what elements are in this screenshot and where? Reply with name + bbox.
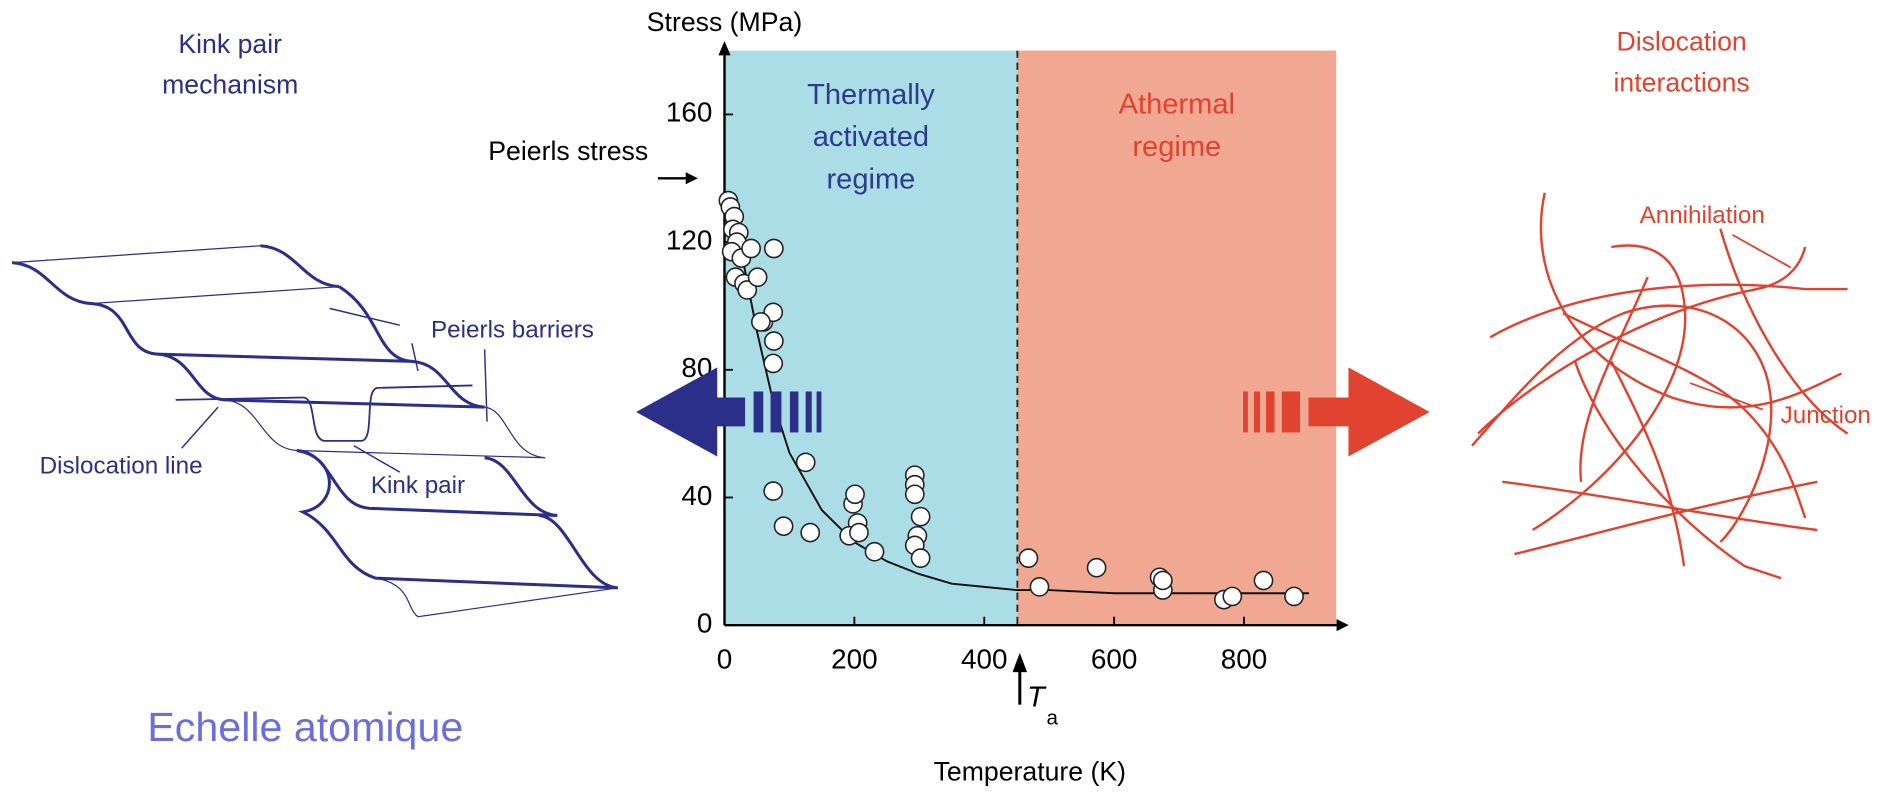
label: Annihilation <box>1640 202 1765 229</box>
data-point <box>1029 577 1050 597</box>
ta-arrowhead <box>1012 652 1028 673</box>
data-point <box>845 484 865 505</box>
barrier <box>157 352 485 409</box>
panel-title: Dislocation <box>1616 26 1746 56</box>
data-point <box>795 452 816 473</box>
callout-lines <box>1689 234 1792 411</box>
data-point <box>864 541 885 562</box>
label: Kink pair <box>371 472 465 499</box>
data-point <box>1152 570 1173 591</box>
fit-curve <box>726 194 1309 595</box>
data-point <box>750 312 771 332</box>
sheet <box>224 399 546 459</box>
data-point <box>763 481 784 501</box>
barrier <box>11 261 413 363</box>
callout-lines <box>181 307 488 473</box>
data-point <box>1018 548 1039 568</box>
arrow-dash <box>789 391 799 433</box>
y-tick-label: 0 <box>697 608 712 639</box>
region-label: activated <box>813 121 929 153</box>
panel-title: Kink pair <box>178 29 282 59</box>
arrow-dash <box>805 391 812 433</box>
y-tick-label: 40 <box>681 480 712 511</box>
data-point <box>747 267 768 288</box>
ta-sub: a <box>1046 707 1058 730</box>
arrow-dash <box>816 391 822 433</box>
caption: Echelle atomique <box>147 704 463 750</box>
x-tick-label: 600 <box>1091 644 1137 675</box>
arrow-left <box>636 367 746 457</box>
data-point <box>1253 570 1274 591</box>
barrier <box>260 244 340 289</box>
barrier <box>296 448 619 590</box>
label: Peierls barriers <box>431 317 594 344</box>
arrow-dash <box>770 391 782 433</box>
x-tick-label: 800 <box>1221 644 1267 675</box>
label: Junction <box>1781 402 1871 429</box>
peierls-label: Peierls stress <box>488 136 648 166</box>
region-label: regime <box>1132 131 1221 163</box>
ta-label: T <box>1027 681 1047 713</box>
data-point <box>763 353 784 374</box>
arrow-dash <box>1253 391 1260 433</box>
region-label: Thermally <box>807 79 935 111</box>
region-label: Athermal <box>1119 89 1235 121</box>
y-axis-arrow <box>718 40 731 56</box>
y-axis-label: Stress (MPa) <box>647 7 802 37</box>
data-point <box>773 516 794 537</box>
arrow-dash <box>753 391 764 433</box>
peierls-arrowhead <box>685 172 698 185</box>
y-tick-label: 160 <box>666 97 712 128</box>
data-point <box>910 548 931 568</box>
callout <box>411 343 419 372</box>
sheet <box>12 245 340 305</box>
data-point <box>800 522 821 543</box>
dislocation-line <box>175 384 473 442</box>
callout <box>329 307 400 326</box>
data-point <box>763 331 784 351</box>
data-point <box>763 238 784 259</box>
regime-arrows <box>636 367 1430 457</box>
x-tick-label: 400 <box>961 644 1007 675</box>
callout <box>483 349 488 422</box>
regime-region <box>1017 50 1337 626</box>
left-labels: Kink pair mechanism Peierls barriers Dis… <box>40 29 594 750</box>
chart: Thermally activated regime Athermal regime Ta… <box>488 7 1349 786</box>
data-point <box>1284 586 1304 607</box>
x-axis-label: Temperature (K) <box>934 756 1126 786</box>
x-tick-label: 0 <box>717 644 732 675</box>
x-tick-label: 200 <box>831 644 877 675</box>
panel-title: mechanism <box>162 70 298 100</box>
y-tick-label: 120 <box>666 225 712 256</box>
right-labels: Dislocation interactions Annihilation Ju… <box>1613 26 1870 429</box>
x-axis-arrow <box>1336 619 1349 632</box>
data-point <box>737 280 758 300</box>
callout <box>181 406 219 449</box>
region-label: regime <box>827 163 916 195</box>
dislocation-tangle <box>1471 192 1849 580</box>
arrow-right <box>1308 367 1430 457</box>
kink-diagram <box>11 244 619 618</box>
callout <box>353 445 401 473</box>
data-point <box>1222 586 1243 607</box>
panel-title: interactions <box>1613 67 1749 97</box>
arrow-dash <box>1281 391 1300 433</box>
arrow-dash <box>1266 391 1275 433</box>
data-point <box>904 484 925 505</box>
arrow-dash <box>1243 391 1248 433</box>
data-point <box>849 522 869 543</box>
label: Dislocation line <box>40 453 203 480</box>
data-point <box>741 238 761 259</box>
data-point <box>910 506 931 527</box>
data-point <box>1086 557 1107 578</box>
sheet <box>375 577 618 618</box>
